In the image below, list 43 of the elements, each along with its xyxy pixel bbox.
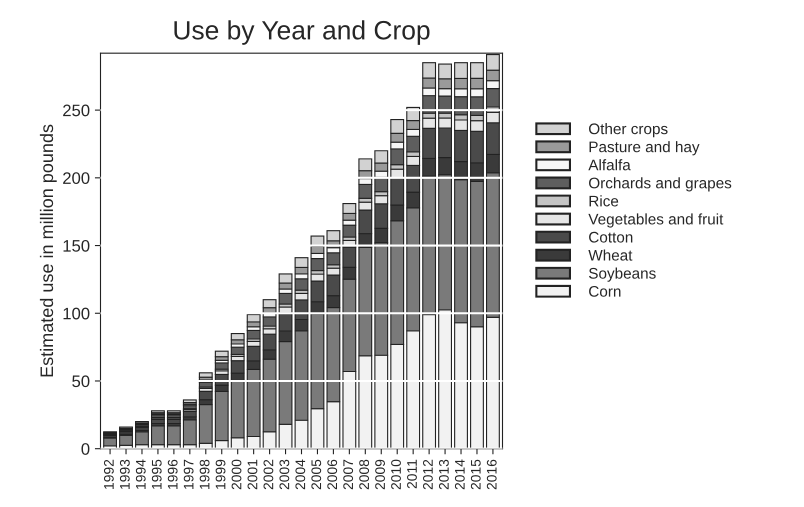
legend-label: Wheat: [588, 249, 632, 261]
x-tick-label: 1998: [200, 460, 210, 489]
y-tick-label: 150: [64, 240, 90, 252]
x-tick-label: 1993: [120, 460, 130, 489]
x-tick-label: 2015: [470, 460, 481, 490]
legend-label: Pasture and hay: [590, 141, 700, 156]
x-tick-label: 1999: [216, 460, 226, 489]
x-tick-label: 2007: [343, 460, 354, 490]
x-tick-label: 2005: [311, 460, 322, 490]
legend-label: Other crops: [589, 123, 668, 138]
y-tick-label: 100: [64, 308, 90, 320]
x-tick-label: 2010: [391, 460, 401, 490]
x-tick-label: 2011: [407, 460, 417, 488]
legend-label: Alfalfa: [588, 159, 631, 170]
y-tick-label: 250: [63, 104, 90, 116]
x-tick-label: 2003: [279, 460, 290, 490]
legend-label: Corn: [589, 286, 620, 297]
x-tick-label: 2006: [327, 460, 338, 490]
y-tick-label: 50: [72, 375, 90, 388]
y-axis-title: Estimated use in million pounds: [40, 124, 57, 376]
x-tick-label: 2009: [375, 460, 385, 490]
x-tick-label: 2001: [248, 460, 258, 490]
legend-label: Soybeans: [588, 268, 656, 282]
x-tick-label: 2004: [295, 460, 306, 490]
x-tick-label: 1997: [184, 460, 194, 489]
legend-label: Vegetables and fruit: [588, 213, 724, 228]
y-tick-label: 0: [81, 443, 90, 455]
y-tick-label: 200: [63, 172, 90, 184]
legend-label: Cotton: [589, 232, 632, 243]
x-tick-label: 2000: [232, 460, 242, 490]
x-tick-label: 2016: [486, 460, 497, 490]
x-tick-label: 1995: [152, 460, 162, 489]
x-tick-label: 2008: [359, 460, 370, 490]
x-tick-label: 1992: [104, 460, 114, 489]
x-tick-label: 1996: [168, 460, 178, 489]
legend-label: Orchards and grapes: [589, 177, 732, 192]
x-tick-label: 2014: [454, 460, 465, 490]
x-tick-label: 1994: [136, 460, 146, 489]
chart-title: Use by Year and Crop: [174, 20, 430, 45]
x-tick-label: 2002: [263, 460, 274, 490]
x-tick-label: 2012: [423, 460, 433, 490]
legend-label: Rice: [590, 195, 618, 206]
x-tick-label: 2013: [438, 460, 449, 490]
